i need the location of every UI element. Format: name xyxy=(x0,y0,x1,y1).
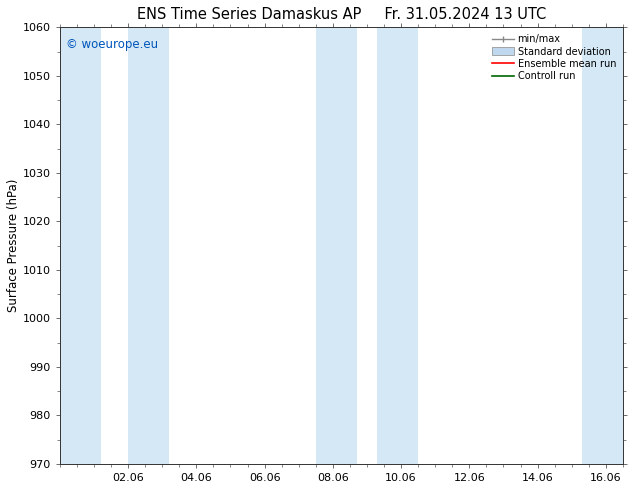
Legend: min/max, Standard deviation, Ensemble mean run, Controll run: min/max, Standard deviation, Ensemble me… xyxy=(490,32,618,83)
Title: ENS Time Series Damaskus AP     Fr. 31.05.2024 13 UTC: ENS Time Series Damaskus AP Fr. 31.05.20… xyxy=(137,7,546,22)
Bar xyxy=(377,27,418,464)
Bar xyxy=(582,27,623,464)
Y-axis label: Surface Pressure (hPa): Surface Pressure (hPa) xyxy=(7,179,20,312)
Bar xyxy=(128,27,169,464)
Text: © woeurope.eu: © woeurope.eu xyxy=(65,38,158,51)
Bar xyxy=(60,27,101,464)
Bar xyxy=(316,27,357,464)
